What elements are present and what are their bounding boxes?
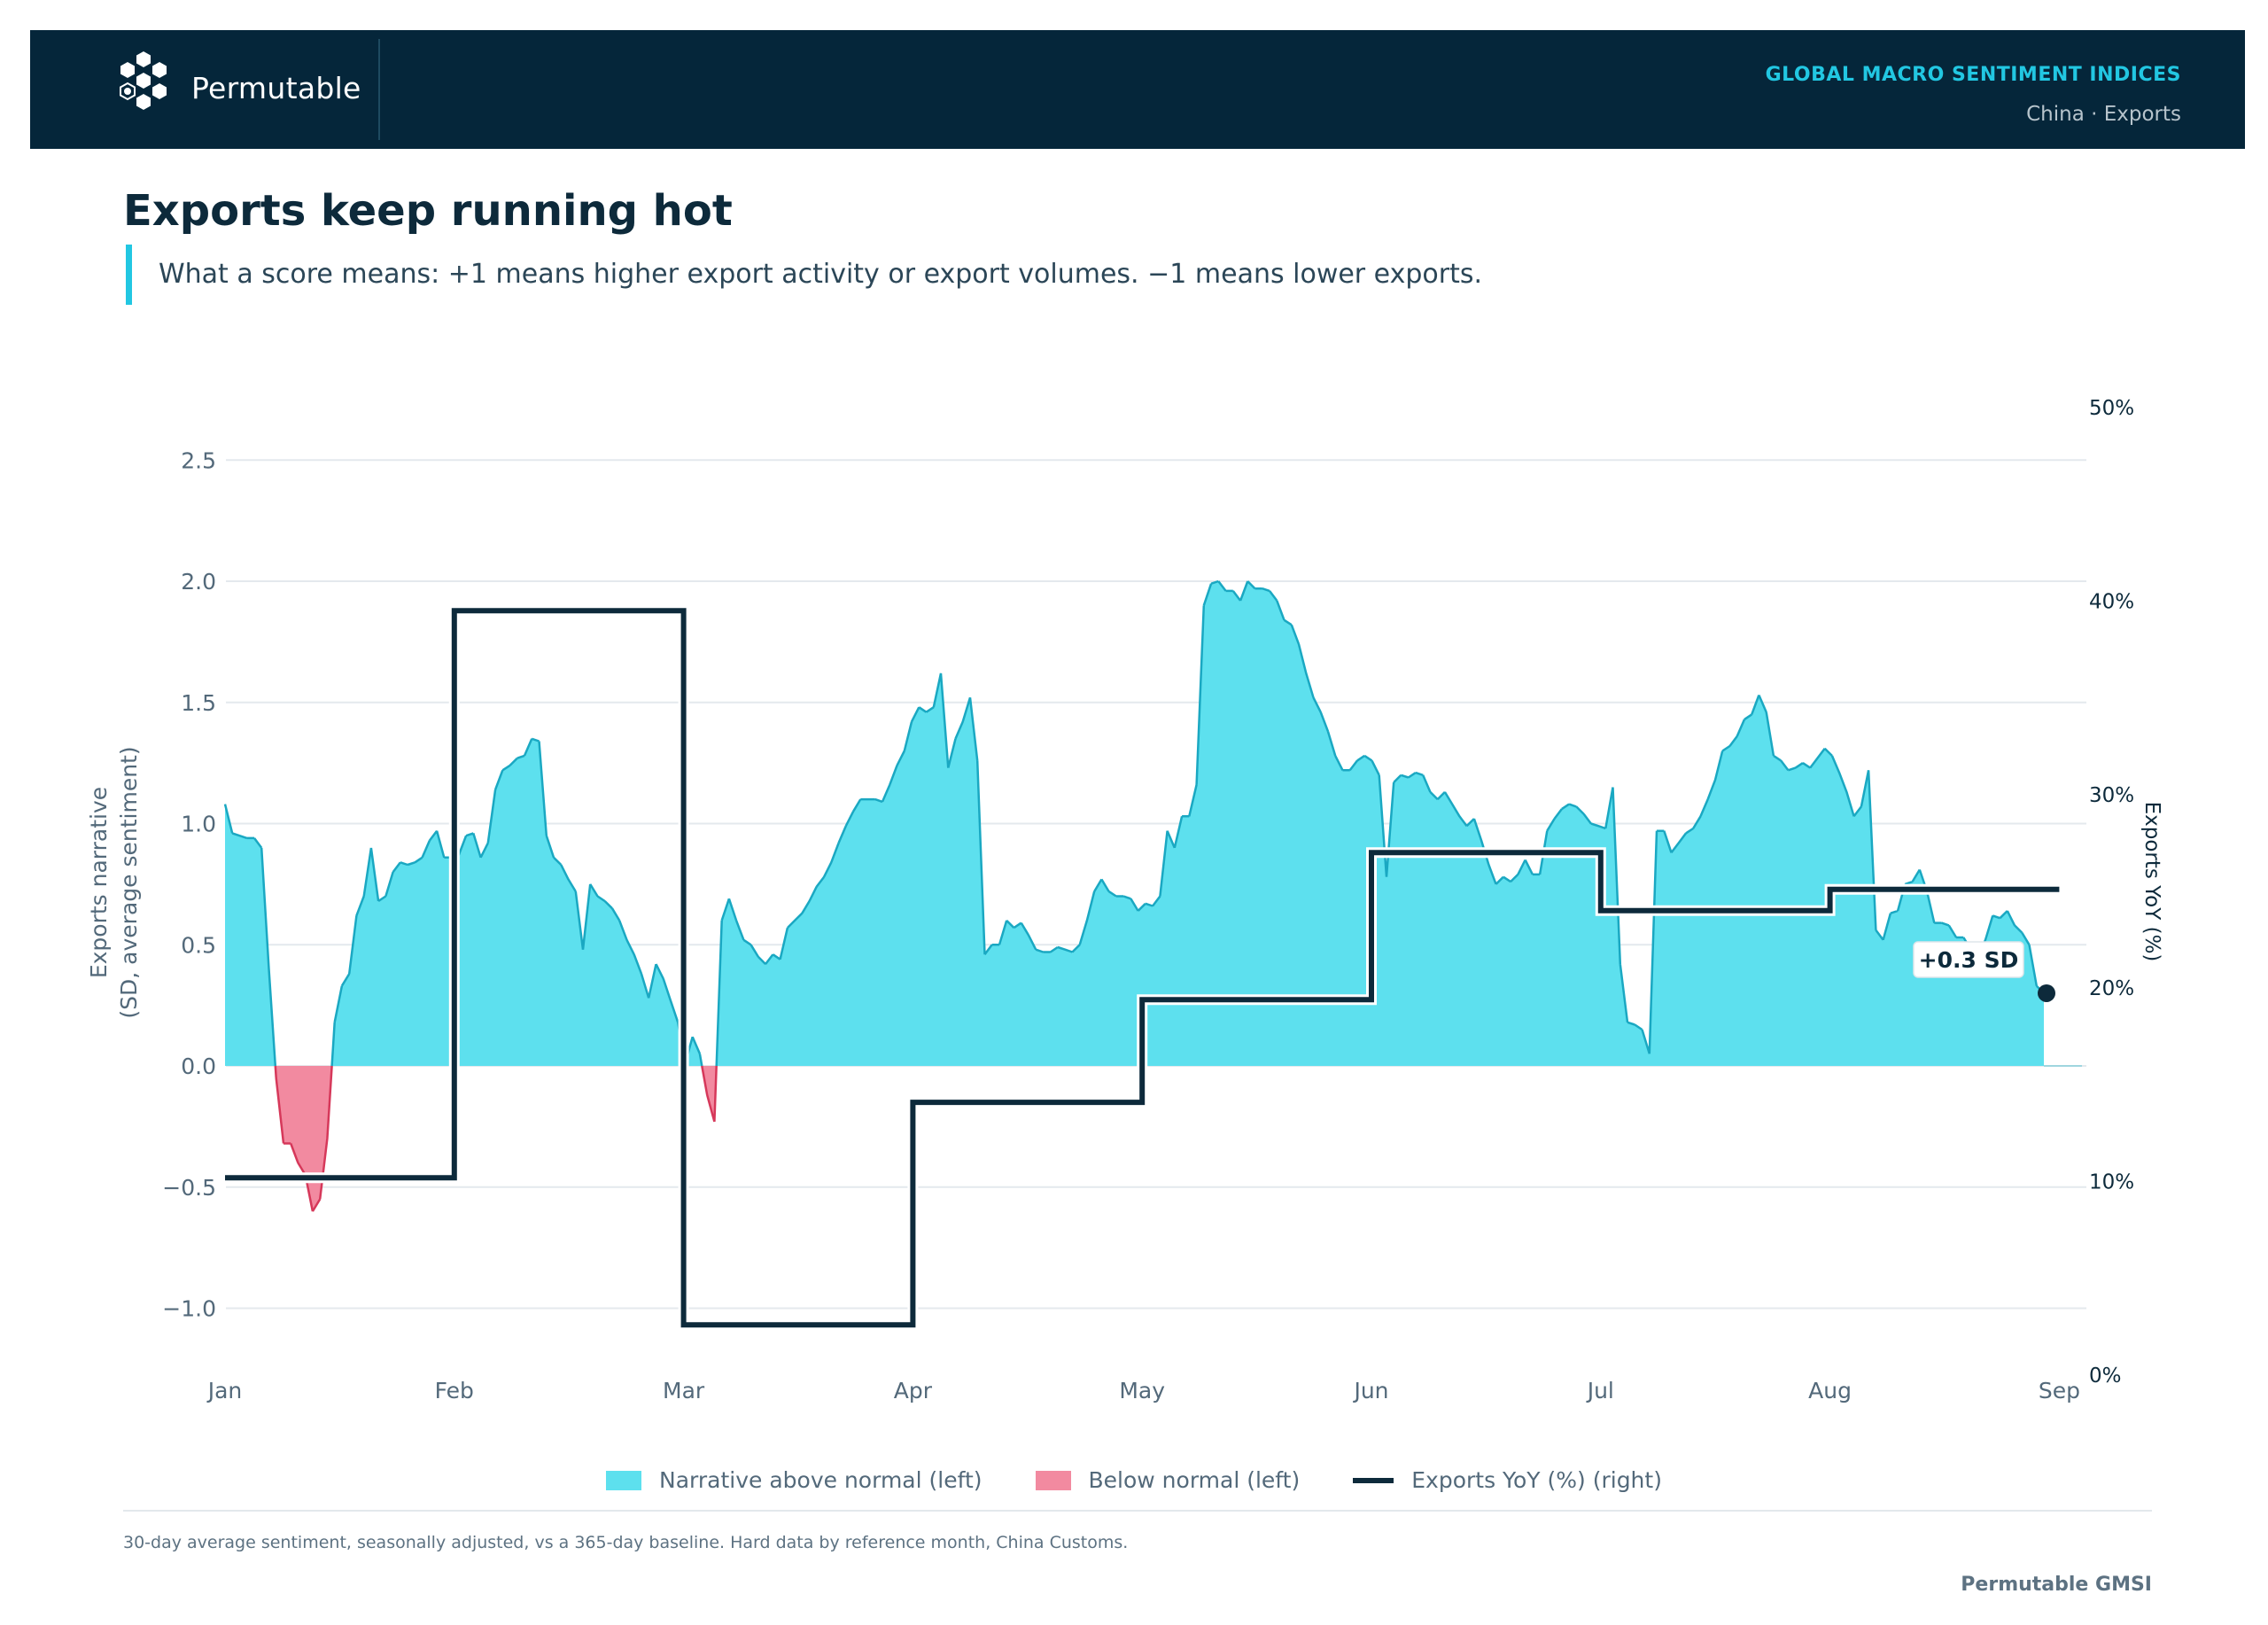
x-tick-label: Aug <box>1808 1378 1852 1403</box>
y-right-tick-label: 30% <box>2089 784 2134 807</box>
line-above-normal <box>223 579 2045 1067</box>
legend-label-below: Below normal (left) <box>1088 1467 1301 1493</box>
header-title: GLOBAL MACRO SENTIMENT INDICES <box>1765 64 2181 86</box>
area-above-normal <box>225 581 2044 1066</box>
footer-divider <box>123 1510 2152 1512</box>
y-right-tick-label: 50% <box>2089 397 2134 420</box>
y-right-tick-label: 0% <box>2089 1365 2122 1388</box>
y-left-tick-label: 2.0 <box>181 569 216 595</box>
y-left-tick-label: 0.0 <box>181 1054 216 1079</box>
footnote: 30-day average sentiment, seasonally adj… <box>123 1533 1129 1552</box>
x-tick-label: Mar <box>663 1378 705 1403</box>
y-left-axis-title: Exports narrative (SD, average sentiment) <box>86 746 142 1018</box>
y-left-tick-label: 0.5 <box>181 932 216 958</box>
hexagon-logo-icon <box>120 51 167 110</box>
x-tick-label: Sep <box>2039 1378 2080 1403</box>
legend-item-yoy: Exports YoY (%) (right) <box>1353 1467 1662 1493</box>
subtitle-accent-bar <box>126 245 132 305</box>
y-left-tick-label: 1.5 <box>181 690 216 716</box>
y-right-axis-title: Exports YoY (%) <box>2140 802 2163 962</box>
brand-name: Permutable <box>191 71 361 105</box>
x-tick-label: Jul <box>1586 1378 1614 1403</box>
x-tick-label: Feb <box>435 1378 474 1403</box>
x-tick-label: May <box>1119 1378 1165 1403</box>
header-bar: Permutable GLOBAL MACRO SENTIMENT INDICE… <box>30 30 2245 149</box>
y-right-tick-label: 20% <box>2089 977 2134 1000</box>
legend-swatch-above <box>606 1470 642 1490</box>
header-subtitle: China · Exports <box>2026 103 2181 126</box>
last-value-marker <box>2038 984 2055 1002</box>
y-right-tick-label: 10% <box>2089 1171 2134 1194</box>
page-subtitle: What a score means: +1 means higher expo… <box>159 259 1483 290</box>
line-below-normal <box>274 1065 718 1212</box>
y-left-tick-label: 2.5 <box>181 447 216 473</box>
annotation-label-box <box>1913 941 2024 978</box>
chart-legend: Narrative above normal (left) Below norm… <box>0 1467 2268 1493</box>
x-tick-label: Jan <box>206 1378 243 1403</box>
legend-swatch-yoy <box>1353 1477 1394 1483</box>
y-right-tick-label: 40% <box>2089 590 2134 613</box>
y-left-axis-title-line: Exports narrative <box>86 787 112 978</box>
annotation-label: +0.3 SD <box>1919 947 2019 973</box>
page-title: Exports keep running hot <box>123 186 733 236</box>
x-tick-label: Apr <box>894 1378 933 1403</box>
legend-label-yoy: Exports YoY (%) (right) <box>1411 1467 1662 1493</box>
y-left-tick-label: 1.0 <box>181 812 216 837</box>
chart: −1.0 −0.5 0.0 0.5 1.0 1.5 2.0 2.5 0% 10% 20% 30% 40%… <box>86 397 2163 1403</box>
area-below-normal <box>225 1066 2044 1212</box>
footer-brand: Permutable GMSI <box>1961 1574 2152 1596</box>
legend-item-below: Below normal (left) <box>1035 1467 1301 1493</box>
legend-label-above: Narrative above normal (left) <box>659 1467 983 1493</box>
header-divider <box>378 39 380 140</box>
y-left-axis-title-line: (SD, average sentiment) <box>116 746 142 1018</box>
y-left-tick-label: −1.0 <box>162 1296 216 1322</box>
legend-item-above: Narrative above normal (left) <box>606 1467 983 1493</box>
legend-swatch-below <box>1035 1470 1071 1490</box>
y-left-tick-label: −0.5 <box>162 1175 216 1201</box>
yoy-step-line <box>225 608 2060 1328</box>
x-tick-label: Jun <box>1352 1378 1388 1403</box>
